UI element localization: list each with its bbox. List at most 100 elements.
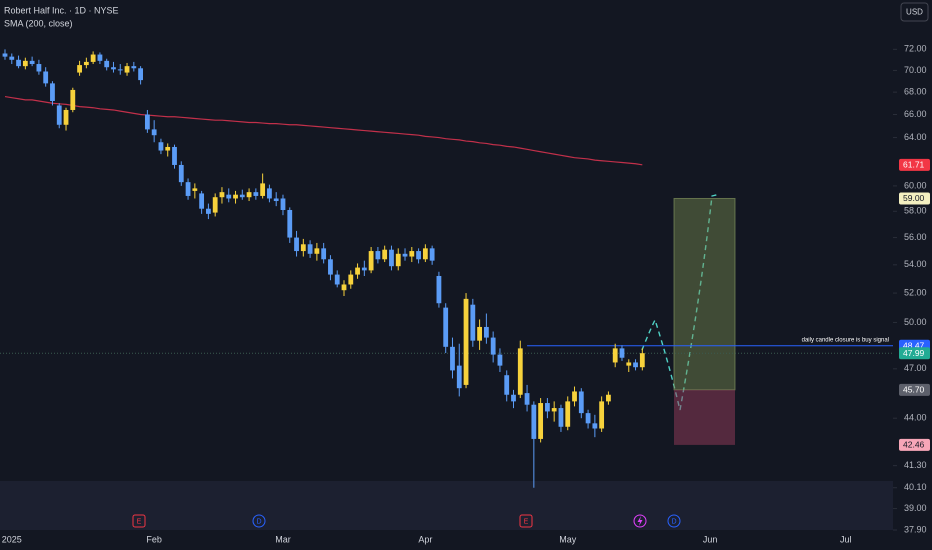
candle-body [22, 60, 28, 67]
candle-body [572, 391, 577, 402]
y-tick-label: 66.00 [904, 109, 927, 119]
candle-body [246, 192, 252, 198]
sma-line [4, 95, 643, 166]
candle-body [389, 249, 394, 267]
candle-body [233, 194, 238, 199]
event-label: D [671, 518, 676, 525]
candle-body [158, 142, 164, 151]
candle-body [538, 403, 544, 439]
candle-body [117, 69, 123, 71]
candle-body [321, 248, 327, 260]
candle-body [375, 251, 381, 260]
candle-body [2, 53, 8, 57]
candle-body [368, 251, 374, 271]
price-badge [899, 158, 930, 171]
candle-body [314, 248, 320, 254]
candle-body [612, 348, 618, 363]
candle-body [504, 375, 510, 395]
candle-body [124, 66, 130, 73]
y-tick-label: 70.00 [904, 65, 927, 75]
price-badge-label: 48.47 [903, 340, 925, 350]
currency-button[interactable] [900, 2, 929, 22]
candle-body [97, 54, 103, 61]
currency-label: USD [906, 8, 923, 17]
y-tick-label: 58.00 [904, 206, 927, 216]
x-tick-label: 2025 [2, 534, 22, 544]
candle-body [483, 326, 489, 338]
y-tick-label: 50.00 [904, 317, 927, 327]
candle-body [253, 192, 259, 196]
candle-body [165, 146, 171, 151]
candle-body [83, 61, 89, 66]
candle-body [490, 337, 496, 355]
candle-body [307, 244, 313, 254]
lower-band [0, 481, 893, 530]
event-label: E [137, 518, 142, 525]
candle-body [172, 146, 177, 165]
y-tick-label: 41.30 [904, 460, 927, 470]
y-tick-label: 60.00 [904, 180, 927, 190]
price-badge-label: 45.70 [903, 385, 925, 395]
y-tick-label: 68.00 [904, 87, 927, 97]
candle-body [456, 365, 462, 389]
candle-body [111, 67, 116, 70]
candle-body [36, 64, 42, 72]
candle-body [206, 208, 211, 214]
price-badge [899, 192, 930, 205]
candle-body [138, 68, 143, 81]
candle-body [226, 194, 232, 199]
candle-body [497, 354, 503, 366]
candle-body [185, 182, 191, 196]
event-icon [519, 514, 533, 528]
candle-body [395, 253, 401, 267]
candle-body [409, 251, 415, 257]
candle-body [104, 60, 110, 68]
candle-body [626, 362, 632, 366]
candle-body [558, 408, 564, 427]
candle-body [470, 304, 476, 341]
lightning-icon [637, 516, 643, 526]
candle-body [382, 249, 388, 260]
candle-body [551, 408, 557, 412]
candle-body [599, 401, 605, 429]
candle-body [280, 198, 286, 210]
candle-body [585, 413, 591, 424]
candle-body [463, 298, 469, 385]
candle-body [334, 274, 340, 285]
candle-body [219, 192, 225, 198]
event-label: D [256, 518, 261, 525]
price-badge-label: 59.00 [903, 193, 925, 203]
y-tick-label: 40.10 [904, 482, 927, 492]
candle-body [348, 274, 354, 285]
candle-body [90, 54, 96, 62]
event-icon [633, 514, 647, 528]
candle-body [70, 89, 76, 110]
indicator-label: SMA (200, close) [4, 18, 73, 28]
candle-body [355, 267, 360, 275]
candle-body [341, 284, 347, 291]
candle-body [517, 348, 523, 395]
signal-label: daily candle closure is buy signal [802, 337, 889, 343]
y-tick-label: 54.00 [904, 259, 927, 269]
price-badge-label: 47.99 [903, 348, 925, 358]
candle-body [361, 267, 367, 271]
candle-body [619, 348, 625, 358]
x-tick-label: Jul [840, 534, 852, 544]
candle-body [545, 403, 550, 412]
candle-body [477, 326, 482, 341]
loss-zone [674, 389, 735, 445]
x-tick-label: Apr [418, 534, 432, 544]
candle-body [402, 253, 408, 257]
candle-body [29, 60, 35, 65]
candle-body [633, 362, 638, 368]
candle-body [16, 59, 21, 67]
x-tick-label: May [559, 534, 577, 544]
candle-body [511, 394, 516, 402]
candle-body [9, 56, 15, 60]
candle-body [63, 109, 69, 125]
candle-body [450, 346, 455, 371]
event-icon [252, 514, 266, 528]
profit-zone [673, 197, 736, 391]
